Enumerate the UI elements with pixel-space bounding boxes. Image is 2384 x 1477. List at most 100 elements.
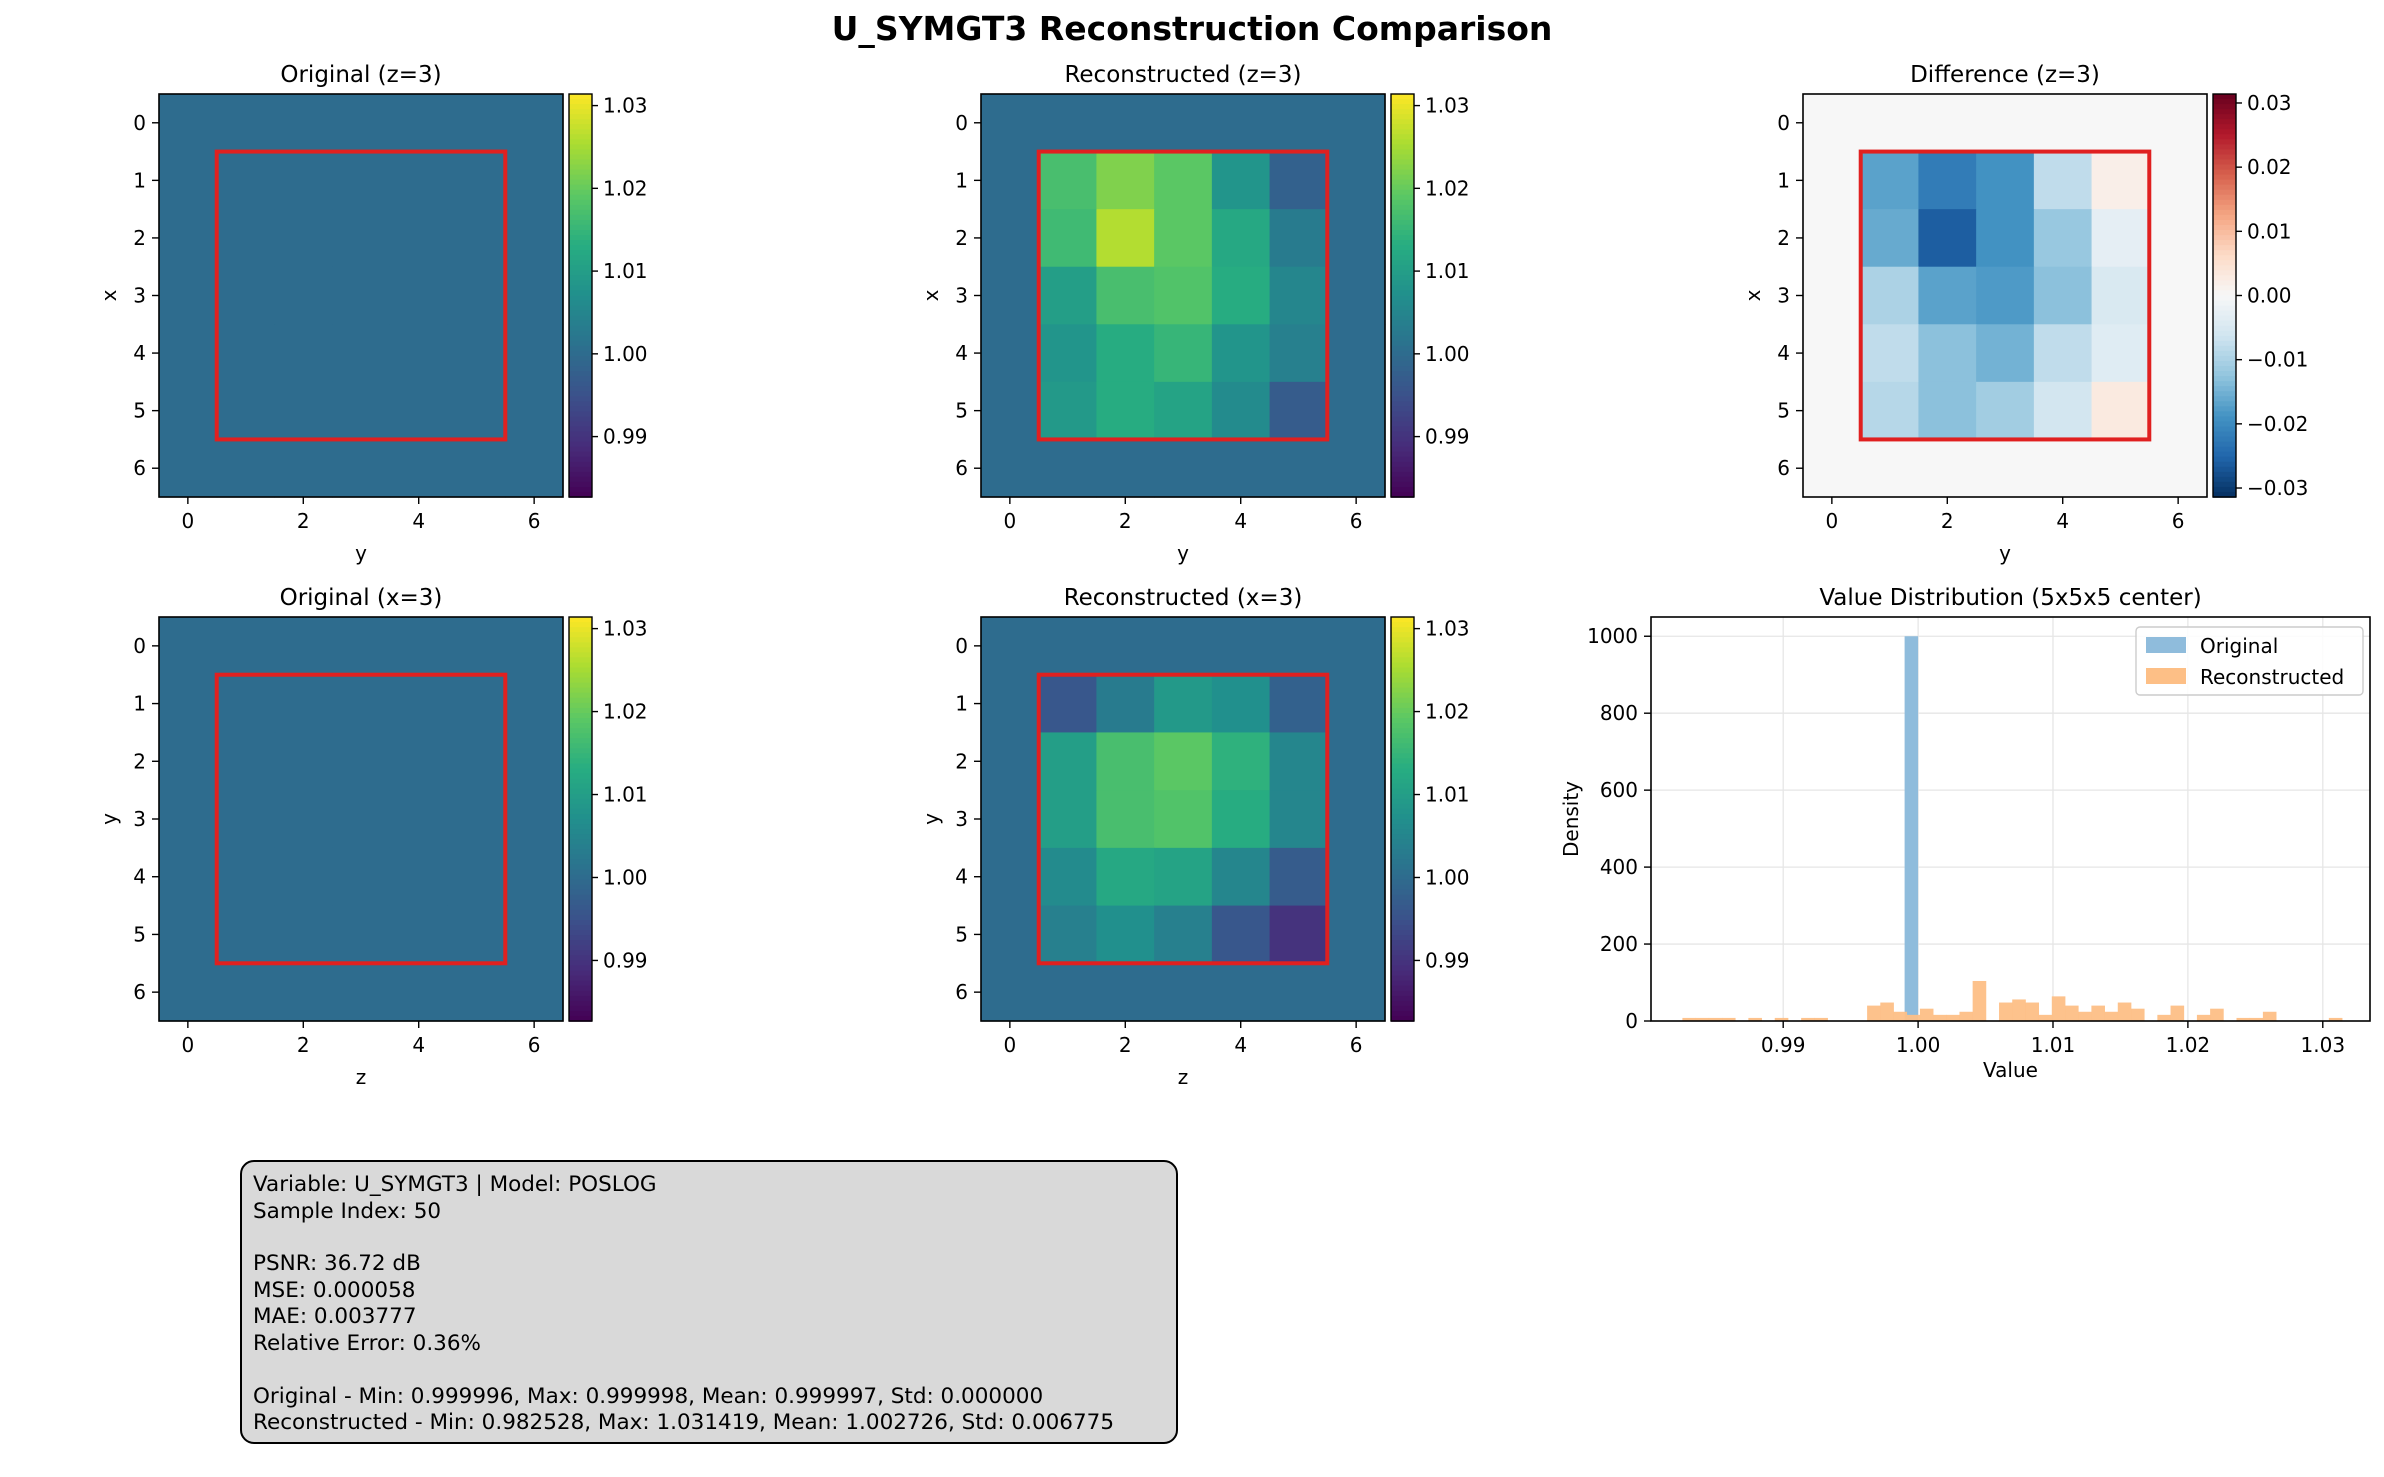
x-tick-label: 2 — [297, 509, 310, 533]
colorbar-band — [569, 677, 592, 684]
colorbar-band — [1391, 829, 1414, 835]
colorbar-band — [1391, 808, 1414, 815]
stats-original-line: Original - Min: 0.999996, Max: 0.999998,… — [253, 1383, 1044, 1409]
colorbar-band — [1391, 114, 1414, 120]
y-tick-label: 2 — [1777, 226, 1790, 250]
colorbar-band — [569, 189, 592, 196]
colorbar-band — [1391, 194, 1414, 201]
colorbar-band — [1391, 371, 1414, 377]
colorbar-band — [569, 290, 592, 297]
heatmap-cell — [1211, 617, 1271, 676]
axes-frame — [1650, 616, 2371, 1022]
colorbar-band — [569, 350, 592, 357]
colorbar-band — [569, 194, 592, 201]
heatmap-cell — [389, 266, 449, 325]
colorbar-band — [569, 839, 592, 846]
colorbar-band — [1391, 743, 1414, 750]
colorbar-band — [569, 793, 592, 800]
colorbar-band — [569, 209, 592, 216]
heatmap-cell — [332, 963, 391, 1022]
heatmap-cell — [1154, 266, 1213, 325]
heatmap-cell — [1154, 674, 1213, 734]
heatmap-cell — [159, 617, 218, 676]
heatmap-cell — [1038, 732, 1098, 791]
heatmap-cell — [2091, 209, 2150, 268]
colorbar-band — [569, 491, 592, 498]
heatmap-cell — [1211, 732, 1271, 791]
colorbar-band — [2213, 154, 2236, 161]
colorbar-band — [569, 396, 592, 403]
legend-label-reconstructed: Reconstructed — [2200, 665, 2344, 689]
heatmap-cell — [1269, 847, 1328, 907]
heatmap-cell — [159, 847, 218, 907]
colorbar-band — [1391, 411, 1414, 418]
heatmap-cell — [1211, 790, 1271, 849]
heatmap-cell — [389, 905, 449, 964]
y-tick-label: 2 — [955, 749, 968, 773]
heatmap-cell — [216, 963, 276, 1022]
heatmap-cell — [389, 963, 449, 1022]
histogram-bar-reconstructed — [2117, 1002, 2132, 1021]
colorbar-band — [569, 920, 592, 926]
heatmap-cell — [1154, 847, 1213, 907]
y-tick-label: 1 — [955, 692, 968, 716]
colorbar-band — [1391, 839, 1414, 846]
colorbar-band — [569, 718, 592, 724]
colorbar-band — [569, 174, 592, 181]
heatmap-cell — [389, 790, 449, 849]
heatmap-cell — [2033, 381, 2093, 441]
x-tick-label: 1.00 — [1896, 1033, 1941, 1057]
histogram-bar-reconstructed — [2157, 1014, 2171, 1021]
heatmap-cell — [1269, 790, 1328, 849]
heatmap-cell — [1096, 674, 1155, 734]
colorbar-band — [1391, 930, 1414, 936]
heatmap-cell — [1860, 381, 1920, 441]
heatmap-cell — [1096, 963, 1155, 1022]
heatmap-cell — [1154, 617, 1213, 676]
colorbar-band — [569, 778, 592, 785]
histogram-bar-reconstructed — [1682, 1017, 1696, 1021]
colorbar-band — [569, 280, 592, 287]
y-tick-label: 200 — [1600, 932, 1638, 956]
colorbar-band — [1391, 315, 1414, 322]
colorbar-band — [1391, 491, 1414, 498]
heatmap-cell — [1327, 209, 1386, 268]
colorbar-band — [1391, 955, 1414, 962]
colorbar-band — [569, 702, 592, 709]
heatmap-cell — [447, 209, 506, 268]
heatmap-cell — [2091, 94, 2150, 153]
colorbar-band — [569, 662, 592, 669]
heatmap-cell — [1327, 847, 1386, 907]
histogram-bar-reconstructed — [2078, 1011, 2092, 1021]
colorbar-band — [1391, 819, 1414, 825]
colorbar-band — [1391, 1000, 1414, 1007]
colorbar-band — [569, 884, 592, 891]
colorbar-band — [1391, 275, 1414, 282]
heatmap-cell — [159, 439, 218, 498]
heatmap-cell — [447, 790, 506, 849]
heatmap-cell — [1918, 209, 1977, 268]
heatmap-cell — [1976, 151, 2035, 210]
colorbar-band — [1391, 230, 1414, 236]
colorbar-band — [2213, 139, 2236, 146]
colorbar-band — [2213, 184, 2236, 191]
colorbar-band — [2213, 355, 2236, 362]
colorbar-band — [569, 431, 592, 438]
heatmap-cell — [1803, 381, 1862, 441]
colorbar-band — [569, 199, 592, 206]
heatmap-cell — [1327, 905, 1386, 964]
colorbar-band — [1391, 657, 1414, 664]
x-tick-label: 0 — [1003, 509, 1016, 533]
colorbar-band — [1391, 733, 1414, 739]
heatmap-cell — [332, 790, 391, 849]
colorbar-band — [569, 109, 592, 115]
colorbar-band — [569, 164, 592, 171]
heatmap-cell — [159, 209, 218, 268]
colorbar-tick-label: 0.99 — [603, 425, 648, 449]
heatmap-cell — [447, 847, 506, 907]
colorbar-tick-label: 1.03 — [603, 617, 648, 641]
x-tick-label: 0.99 — [1761, 1033, 1806, 1057]
heatmap-cell — [216, 266, 276, 325]
colorbar-band — [1391, 265, 1414, 272]
colorbar-band — [569, 250, 592, 256]
